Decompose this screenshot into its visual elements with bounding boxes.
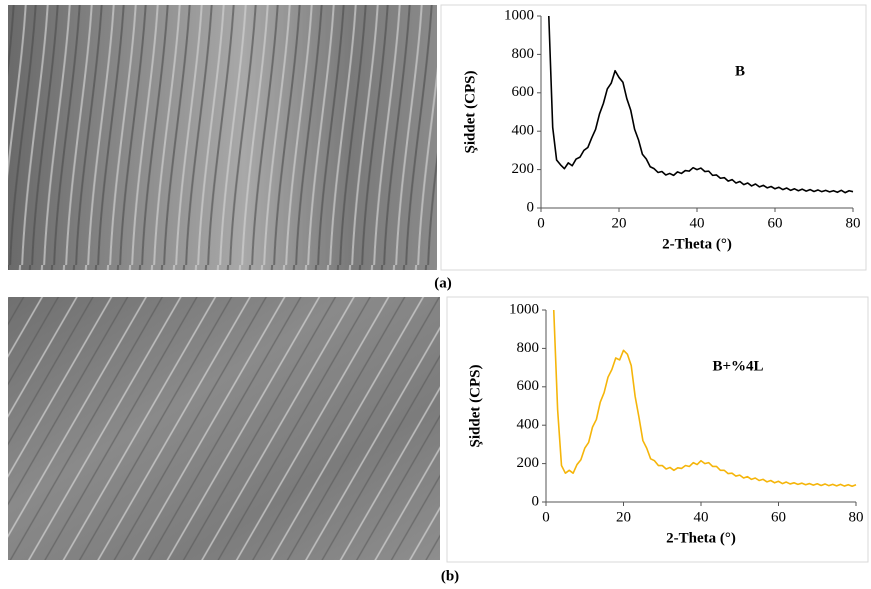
y-tick-label: 800 xyxy=(512,46,535,62)
x-tick-label: 0 xyxy=(542,509,550,525)
data-line xyxy=(548,15,854,194)
y-tick-label: 400 xyxy=(512,123,535,139)
y-tick-label: 800 xyxy=(517,340,540,356)
x-tick-label: 40 xyxy=(690,215,705,231)
y-tick-label: 600 xyxy=(512,84,535,100)
y-tick-label: 400 xyxy=(517,417,540,433)
chart-frame xyxy=(446,296,869,563)
x-tick-label: 60 xyxy=(771,509,786,525)
annotation: B xyxy=(735,63,745,79)
y-tick-label: 1000 xyxy=(509,301,539,317)
x-tick-label: 20 xyxy=(616,509,631,525)
data-line xyxy=(552,309,857,488)
x-tick-label: 40 xyxy=(694,509,709,525)
sem-image-a xyxy=(8,5,437,270)
x-axis-label: 2-Theta (°) xyxy=(666,530,736,546)
panel-label: (b) xyxy=(441,568,459,584)
x-tick-label: 60 xyxy=(768,215,783,231)
annotation: B+%4L xyxy=(712,358,763,374)
x-tick-label: 0 xyxy=(537,215,545,231)
chart-frame xyxy=(440,4,867,271)
y-tick-label: 0 xyxy=(532,493,540,509)
y-tick-label: 200 xyxy=(517,455,540,471)
sem-image-b xyxy=(8,297,440,560)
y-tick-label: 1000 xyxy=(504,7,534,23)
y-tick-label: 200 xyxy=(512,161,535,177)
x-tick-label: 80 xyxy=(846,215,861,231)
x-axis-label: 2-Theta (°) xyxy=(662,236,732,252)
x-tick-label: 20 xyxy=(612,215,627,231)
y-axis-label: Şiddet (CPS) xyxy=(462,71,478,154)
y-tick-label: 600 xyxy=(517,378,540,394)
y-tick-label: 0 xyxy=(527,199,535,215)
x-tick-label: 80 xyxy=(849,509,864,525)
y-axis-label: Şiddet (CPS) xyxy=(467,365,483,448)
panel-label: (a) xyxy=(434,275,452,291)
